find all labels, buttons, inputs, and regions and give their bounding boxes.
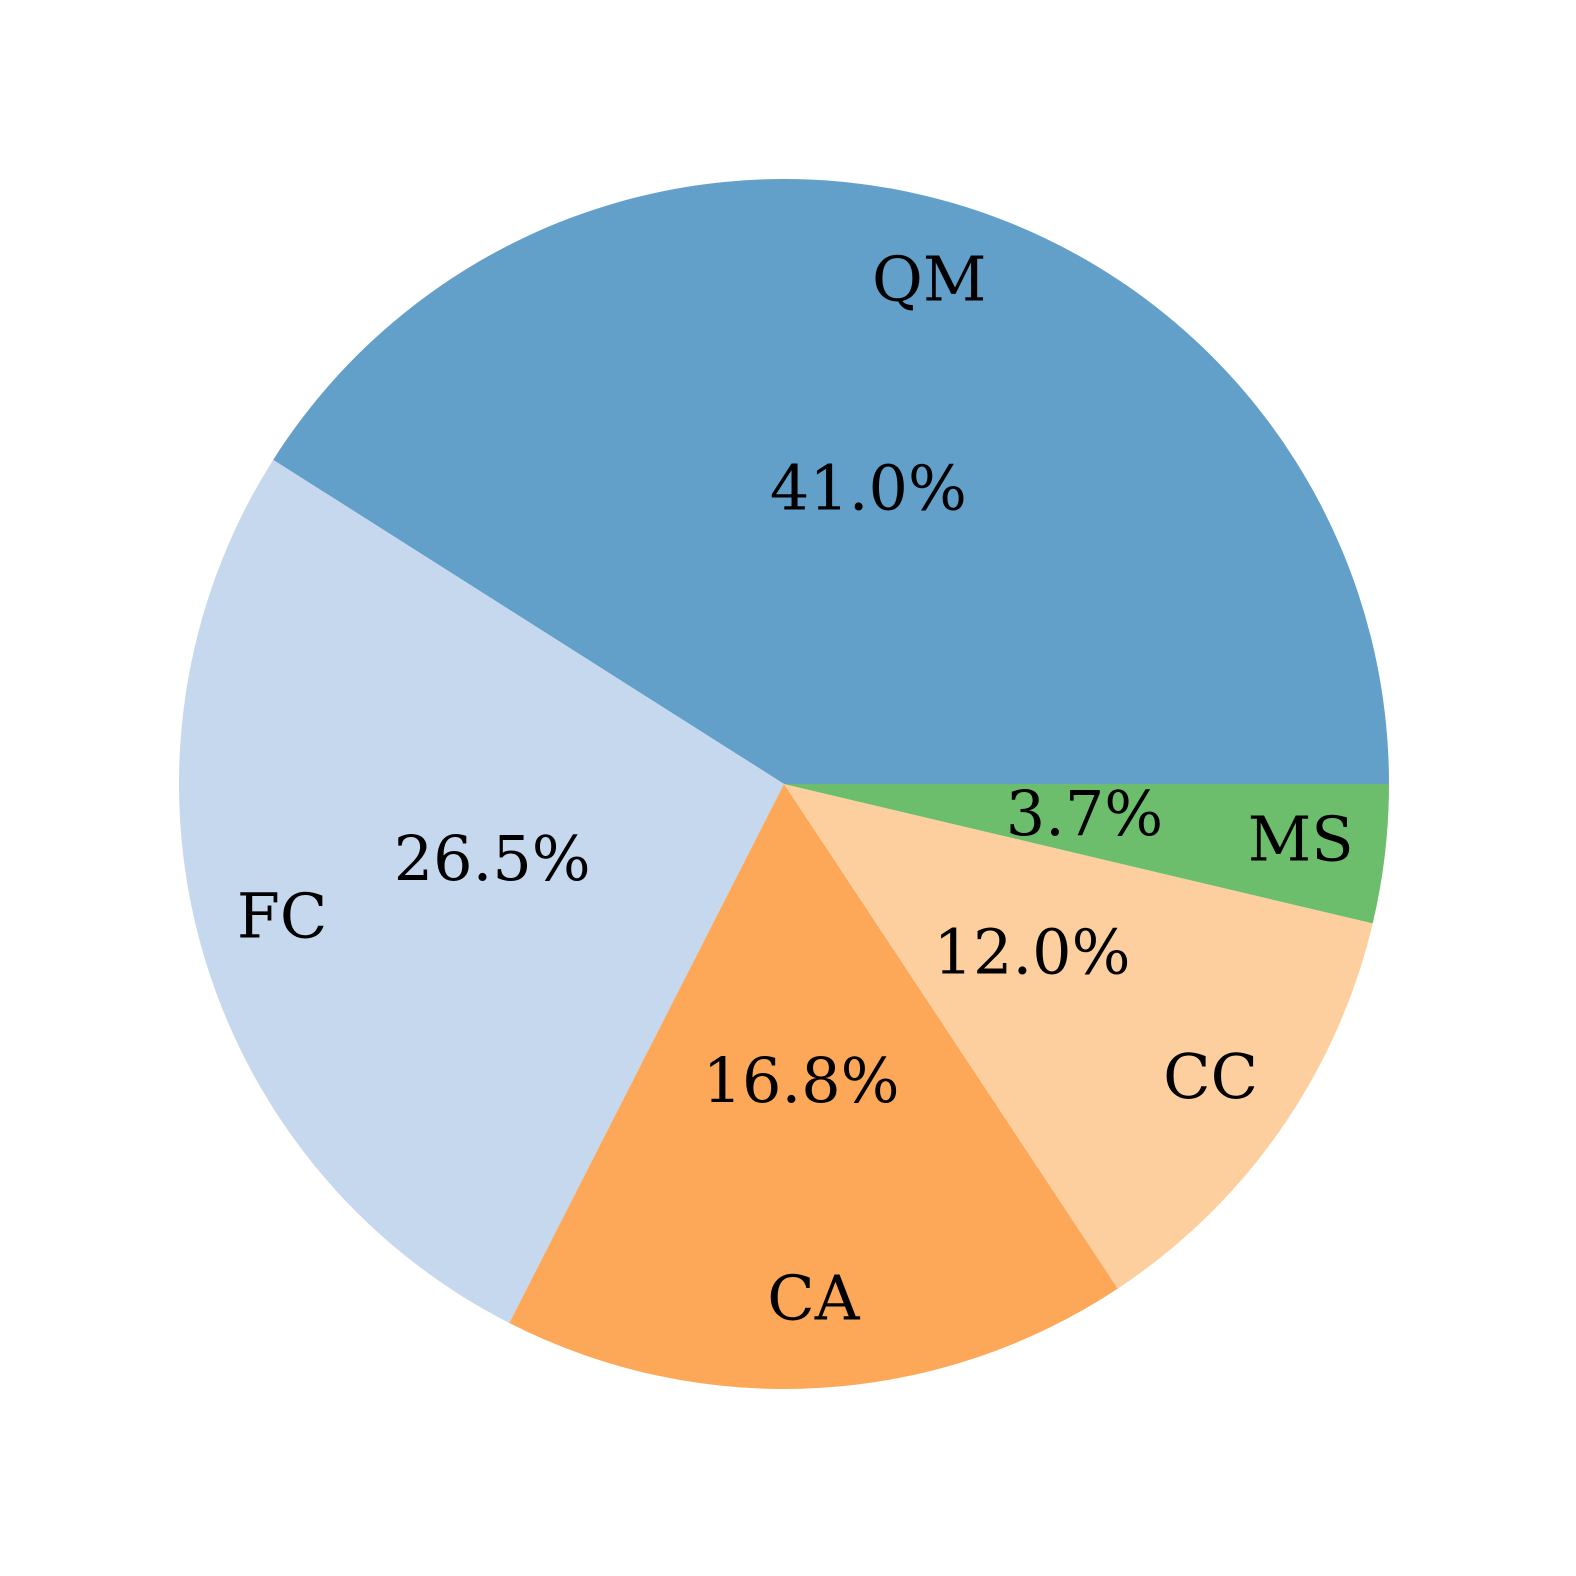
pie-slice xyxy=(784,784,1373,1289)
value-label: 16.8% xyxy=(703,1044,900,1117)
category-label: QM xyxy=(872,242,986,315)
category-label: FC xyxy=(237,879,327,952)
category-label: MS xyxy=(1248,802,1354,875)
pie-slice xyxy=(509,784,1118,1390)
value-label: 3.7% xyxy=(1006,777,1164,850)
pie-slice xyxy=(784,784,1389,924)
value-label: 26.5% xyxy=(394,822,591,895)
category-label: CA xyxy=(767,1262,860,1335)
value-label: 41.0% xyxy=(770,452,967,525)
category-label: CC xyxy=(1163,1040,1258,1113)
pie-slice xyxy=(273,179,1389,784)
pie-slice xyxy=(178,459,785,1324)
value-label: 12.0% xyxy=(934,915,1131,988)
